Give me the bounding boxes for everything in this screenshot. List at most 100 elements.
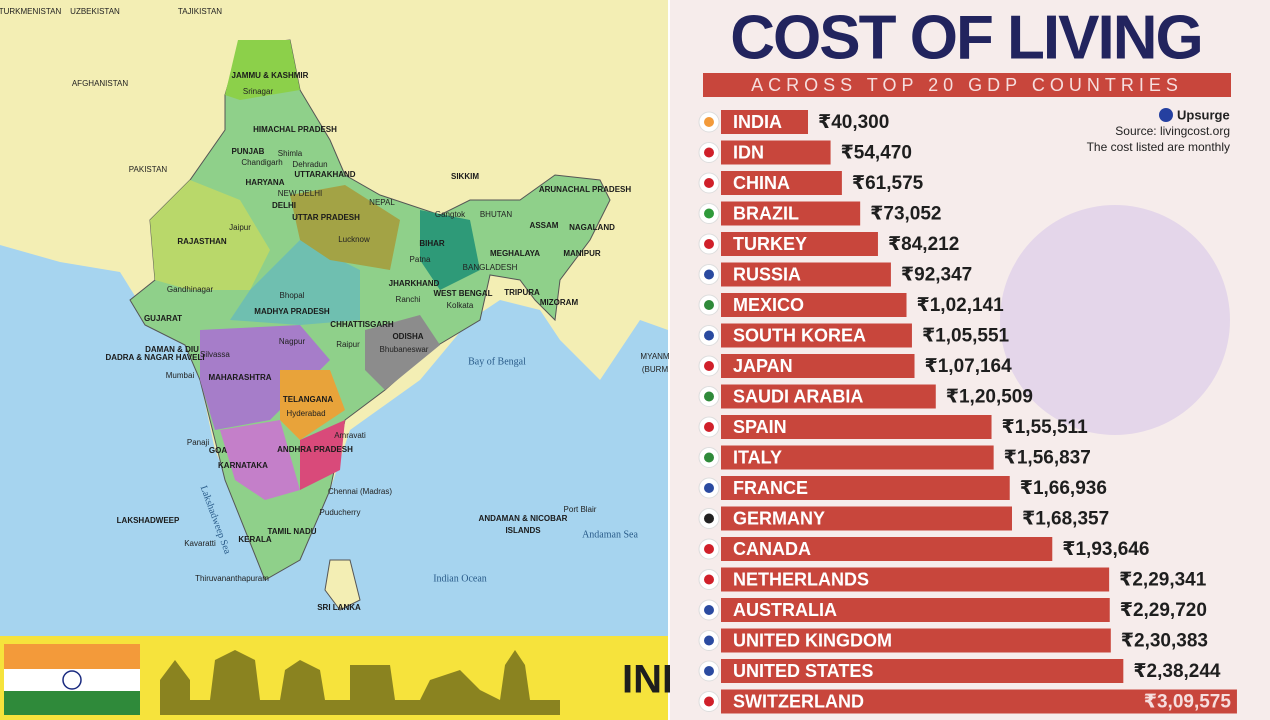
map-label: BANGLADESH [463, 263, 518, 272]
flag [704, 513, 714, 524]
map-label: TELANGANA [283, 395, 333, 404]
map-label: Shimla [278, 149, 303, 158]
category-label: GERMANY [733, 508, 825, 528]
map-label: Indian Ocean [433, 573, 487, 584]
category-label: IDN [733, 142, 764, 162]
value-label: ₹1,07,164 [925, 356, 1013, 377]
map-label: Gandhinagar [167, 285, 214, 294]
bars: INDIA ₹40,300 IDN ₹54,470 CHINA ₹61,575 BRAZIL… [697, 110, 1237, 714]
map-label: Kavaratti [184, 539, 216, 548]
map-label: WEST BENGAL [433, 289, 492, 298]
sri-lanka [324, 559, 361, 611]
map-label: Chandigarh [241, 158, 282, 167]
map-label: CHHATTISGARH [330, 320, 394, 329]
map-label: MIZORAM [540, 298, 579, 307]
state [280, 370, 345, 440]
map-label: Lucknow [338, 235, 370, 244]
bar [697, 476, 1010, 500]
map-label: Hyderabad [286, 409, 325, 418]
bar [697, 445, 994, 470]
map-label: HARYANA [246, 178, 285, 187]
bar [697, 659, 1124, 683]
bar [697, 628, 1111, 653]
value-label: ₹73,052 [870, 204, 941, 225]
map-label: Dehradun [292, 160, 327, 169]
bar [697, 201, 861, 226]
map-label: MYANM [640, 352, 670, 361]
map-label: NEW DELHI [278, 189, 322, 198]
state [230, 240, 360, 325]
chart-subtitle: ACROSS TOP 20 GDP COUNTRIES [751, 75, 1183, 95]
flag [704, 544, 714, 554]
watermark [1000, 205, 1230, 435]
map-label: NEPAL [369, 198, 395, 207]
state [225, 40, 300, 100]
category-label: MEXICO [733, 295, 804, 315]
subtitle-bg [703, 73, 1231, 97]
map-label: Nagpur [279, 337, 306, 346]
state [365, 315, 440, 390]
category-label: AUSTRALIA [733, 600, 837, 620]
map-label: GOA [209, 446, 227, 455]
bar [697, 323, 912, 348]
bar [697, 567, 1110, 592]
bar [697, 354, 915, 378]
map-label: SRI LANKA [317, 603, 361, 612]
map-label: LAKSHADWEEP [117, 516, 180, 525]
map-label: Andaman Sea [582, 529, 638, 540]
category-label: CHINA [733, 173, 790, 193]
map-label: DAMAN & DIU [145, 345, 199, 354]
map-label: SIKKIM [451, 172, 479, 181]
map-label: TRIPURA [504, 288, 540, 297]
bar [697, 262, 891, 287]
flag [704, 330, 714, 341]
source: Source: livingcost.org [1115, 124, 1230, 138]
map-label: TURKMENISTAN [0, 7, 61, 16]
value-label: ₹1,68,357 [1022, 509, 1109, 530]
map-label: Thiruvananthapuram [195, 574, 269, 583]
bar [697, 384, 936, 409]
map: TURKMENISTAN UZBEKISTAN TAJIKISTAN AFGHANIS… [0, 0, 670, 636]
flag-wheel [62, 670, 82, 690]
value-label: ₹1,02,141 [917, 295, 1005, 316]
state [420, 210, 480, 290]
map-label: Bay of Bengal [468, 356, 526, 367]
value-label: ₹61,575 [852, 173, 924, 194]
map-label: Mumbai [166, 371, 195, 380]
flag [704, 208, 714, 219]
bar [697, 537, 1053, 561]
bar [697, 506, 1012, 531]
map-label: Raipur [336, 340, 360, 349]
map-label: DELHI [272, 201, 296, 210]
category-label: TURKEY [733, 234, 807, 254]
bar [697, 232, 878, 256]
value-label: ₹40,300 [818, 112, 889, 133]
skyline [160, 650, 560, 715]
flag [704, 239, 714, 249]
category-label: BRAZIL [733, 203, 799, 223]
category-label: ITALY [733, 447, 782, 467]
chart-panel: COST OF LIVING ACROSS TOP 20 GDP COUNTRI… [670, 0, 1270, 720]
map-label: HIMACHAL PRADESH [253, 125, 337, 134]
map-label: PUNJAB [232, 147, 265, 156]
map-label: KARNATAKA [218, 461, 268, 470]
map-label: Jaipur [229, 223, 251, 232]
bar [697, 598, 1110, 622]
map-label: Patna [410, 255, 431, 264]
map-label: MANIPUR [563, 249, 601, 258]
map-label: MAHARASHTRA [208, 373, 271, 382]
map-label: MEGHALAYA [490, 249, 540, 258]
value-label: ₹2,29,720 [1120, 600, 1207, 621]
bar [697, 293, 907, 317]
map-label: Port Blair [564, 505, 597, 514]
value-label: ₹1,66,936 [1020, 478, 1107, 499]
value-label: ₹1,20,509 [946, 387, 1033, 408]
value-label: ₹1,93,646 [1062, 539, 1149, 560]
category-label: SWITZERLAND [733, 691, 864, 711]
state [200, 325, 330, 430]
map-label: NAGALAND [569, 223, 615, 232]
bar [697, 171, 842, 195]
map-label: UTTAR PRADESH [292, 213, 360, 222]
map-label: GUJARAT [144, 314, 182, 323]
category-label: JAPAN [733, 356, 793, 376]
